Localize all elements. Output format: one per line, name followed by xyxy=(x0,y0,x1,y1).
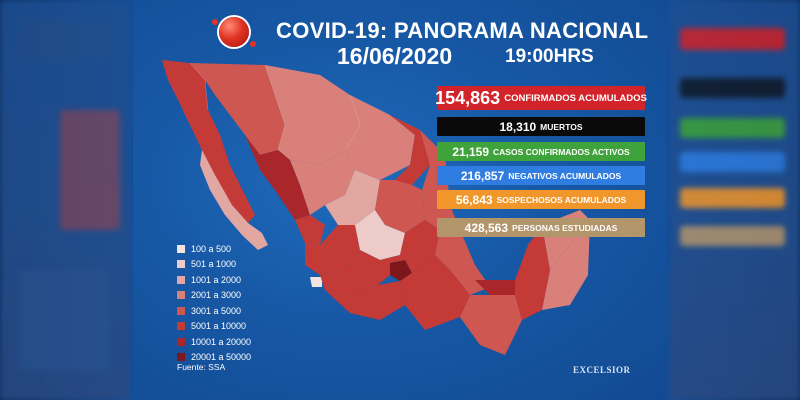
map-region-zacatecas xyxy=(325,170,380,225)
map-region-bajio xyxy=(355,210,405,260)
legend-label: 501 a 1000 xyxy=(191,259,237,270)
page-title: COVID-19: PANORAMA NACIONAL xyxy=(276,18,649,43)
stat-number: 216,857 xyxy=(460,168,505,183)
map-region-guerrero xyxy=(325,281,405,320)
legend-swatch xyxy=(177,322,185,331)
legend-item: 1001 a 2000 xyxy=(177,272,251,288)
legend-label: 3001 a 5000 xyxy=(191,305,242,316)
report-date: 16/06/2020 xyxy=(337,43,453,69)
map-region-san-luis-potosi xyxy=(375,180,425,233)
map-region-jalisco xyxy=(305,225,360,275)
stat-deaths: 18,310 MUERTOS xyxy=(437,117,645,136)
legend-swatch xyxy=(177,244,185,253)
stat-number: 154,863 xyxy=(435,87,501,108)
legend-label: 10001 a 20000 xyxy=(191,336,252,347)
legend-item: 2001 a 3000 xyxy=(177,288,251,304)
map-region-central xyxy=(378,220,440,285)
report-time: 19:00HRS xyxy=(505,46,594,67)
map-region-tabasco xyxy=(475,280,515,295)
map-region-colima xyxy=(310,277,322,287)
legend-label: 20001 a 50000 xyxy=(191,352,252,363)
stat-people-studied: 428,563 PERSONAS ESTUDIADAS xyxy=(437,218,645,237)
map-region-chihuahua xyxy=(265,65,360,165)
legend-label: 2001 a 3000 xyxy=(191,290,242,301)
map-region-sinaloa xyxy=(245,135,310,220)
legend-label: 100 a 500 xyxy=(191,243,232,254)
stat-number: 18,310 xyxy=(499,119,537,134)
map-region-nayarit xyxy=(295,215,325,245)
legend-item: 10001 a 20000 xyxy=(177,334,251,350)
globe-virus-icon xyxy=(212,17,256,47)
legend-item: 3001 a 5000 xyxy=(177,303,251,319)
blurred-left-panel xyxy=(0,0,130,400)
legend-swatch xyxy=(177,260,185,269)
map-region-nuevo-leon xyxy=(390,115,430,185)
legend-swatch xyxy=(177,291,185,300)
map-region-michoacan xyxy=(320,250,380,295)
map-legend: 100 a 500 501 a 1000 1001 a 2000 2001 a … xyxy=(177,241,251,365)
blurred-right-panel xyxy=(670,0,800,400)
stat-label: PERSONAS ESTUDIADAS xyxy=(512,222,618,233)
brand-logo: EXCELSIOR xyxy=(573,365,631,375)
map-region-quintana-roo xyxy=(542,220,590,310)
map-region-durango xyxy=(290,150,355,215)
map-region-baja-california xyxy=(162,60,255,223)
stat-negatives-cumulative: 216,857 NEGATIVOS ACUMULADOS xyxy=(437,166,645,185)
map-region-chiapas xyxy=(460,295,522,355)
legend-label: 1001 a 2000 xyxy=(191,274,242,285)
map-region-sonora xyxy=(190,63,285,155)
legend-swatch xyxy=(177,306,185,315)
stat-label: CASOS CONFIRMADOS ACTIVOS xyxy=(493,146,630,157)
stat-active-confirmed: 21,159 CASOS CONFIRMADOS ACTIVOS xyxy=(437,142,645,161)
map-region-oaxaca xyxy=(400,255,470,330)
legend-item: 20001 a 50000 xyxy=(177,350,251,366)
map-region-coahuila xyxy=(345,95,415,180)
legend-label: 5001 a 10000 xyxy=(191,321,247,332)
legend-swatch xyxy=(177,275,185,284)
stat-confirmed-cumulative: 154,863 CONFIRMADOS ACUMULADOS xyxy=(435,86,647,110)
stat-number: 428,563 xyxy=(464,220,509,235)
stat-label: SOSPECHOSOS ACUMULADOS xyxy=(496,194,627,205)
legend-swatch xyxy=(177,353,185,362)
map-region-campeche xyxy=(515,225,550,320)
stat-number: 56,843 xyxy=(455,192,493,207)
map-region-cdmx xyxy=(390,260,412,281)
stat-number: 21,159 xyxy=(452,144,490,159)
stat-label: CONFIRMADOS ACUMULADOS xyxy=(504,92,647,104)
stat-suspects-cumulative: 56,843 SOSPECHOSOS ACUMULADOS xyxy=(437,190,645,209)
stat-label: NEGATIVOS ACUMULADOS xyxy=(508,170,622,181)
legend-item: 100 a 500 xyxy=(177,241,251,257)
source-note: Fuente: SSA xyxy=(177,362,226,372)
stat-label: MUERTOS xyxy=(540,121,583,132)
map-region-baja-california-sur xyxy=(200,150,268,250)
legend-item: 501 a 1000 xyxy=(177,257,251,273)
legend-swatch xyxy=(177,337,185,346)
legend-item: 5001 a 10000 xyxy=(177,319,251,335)
